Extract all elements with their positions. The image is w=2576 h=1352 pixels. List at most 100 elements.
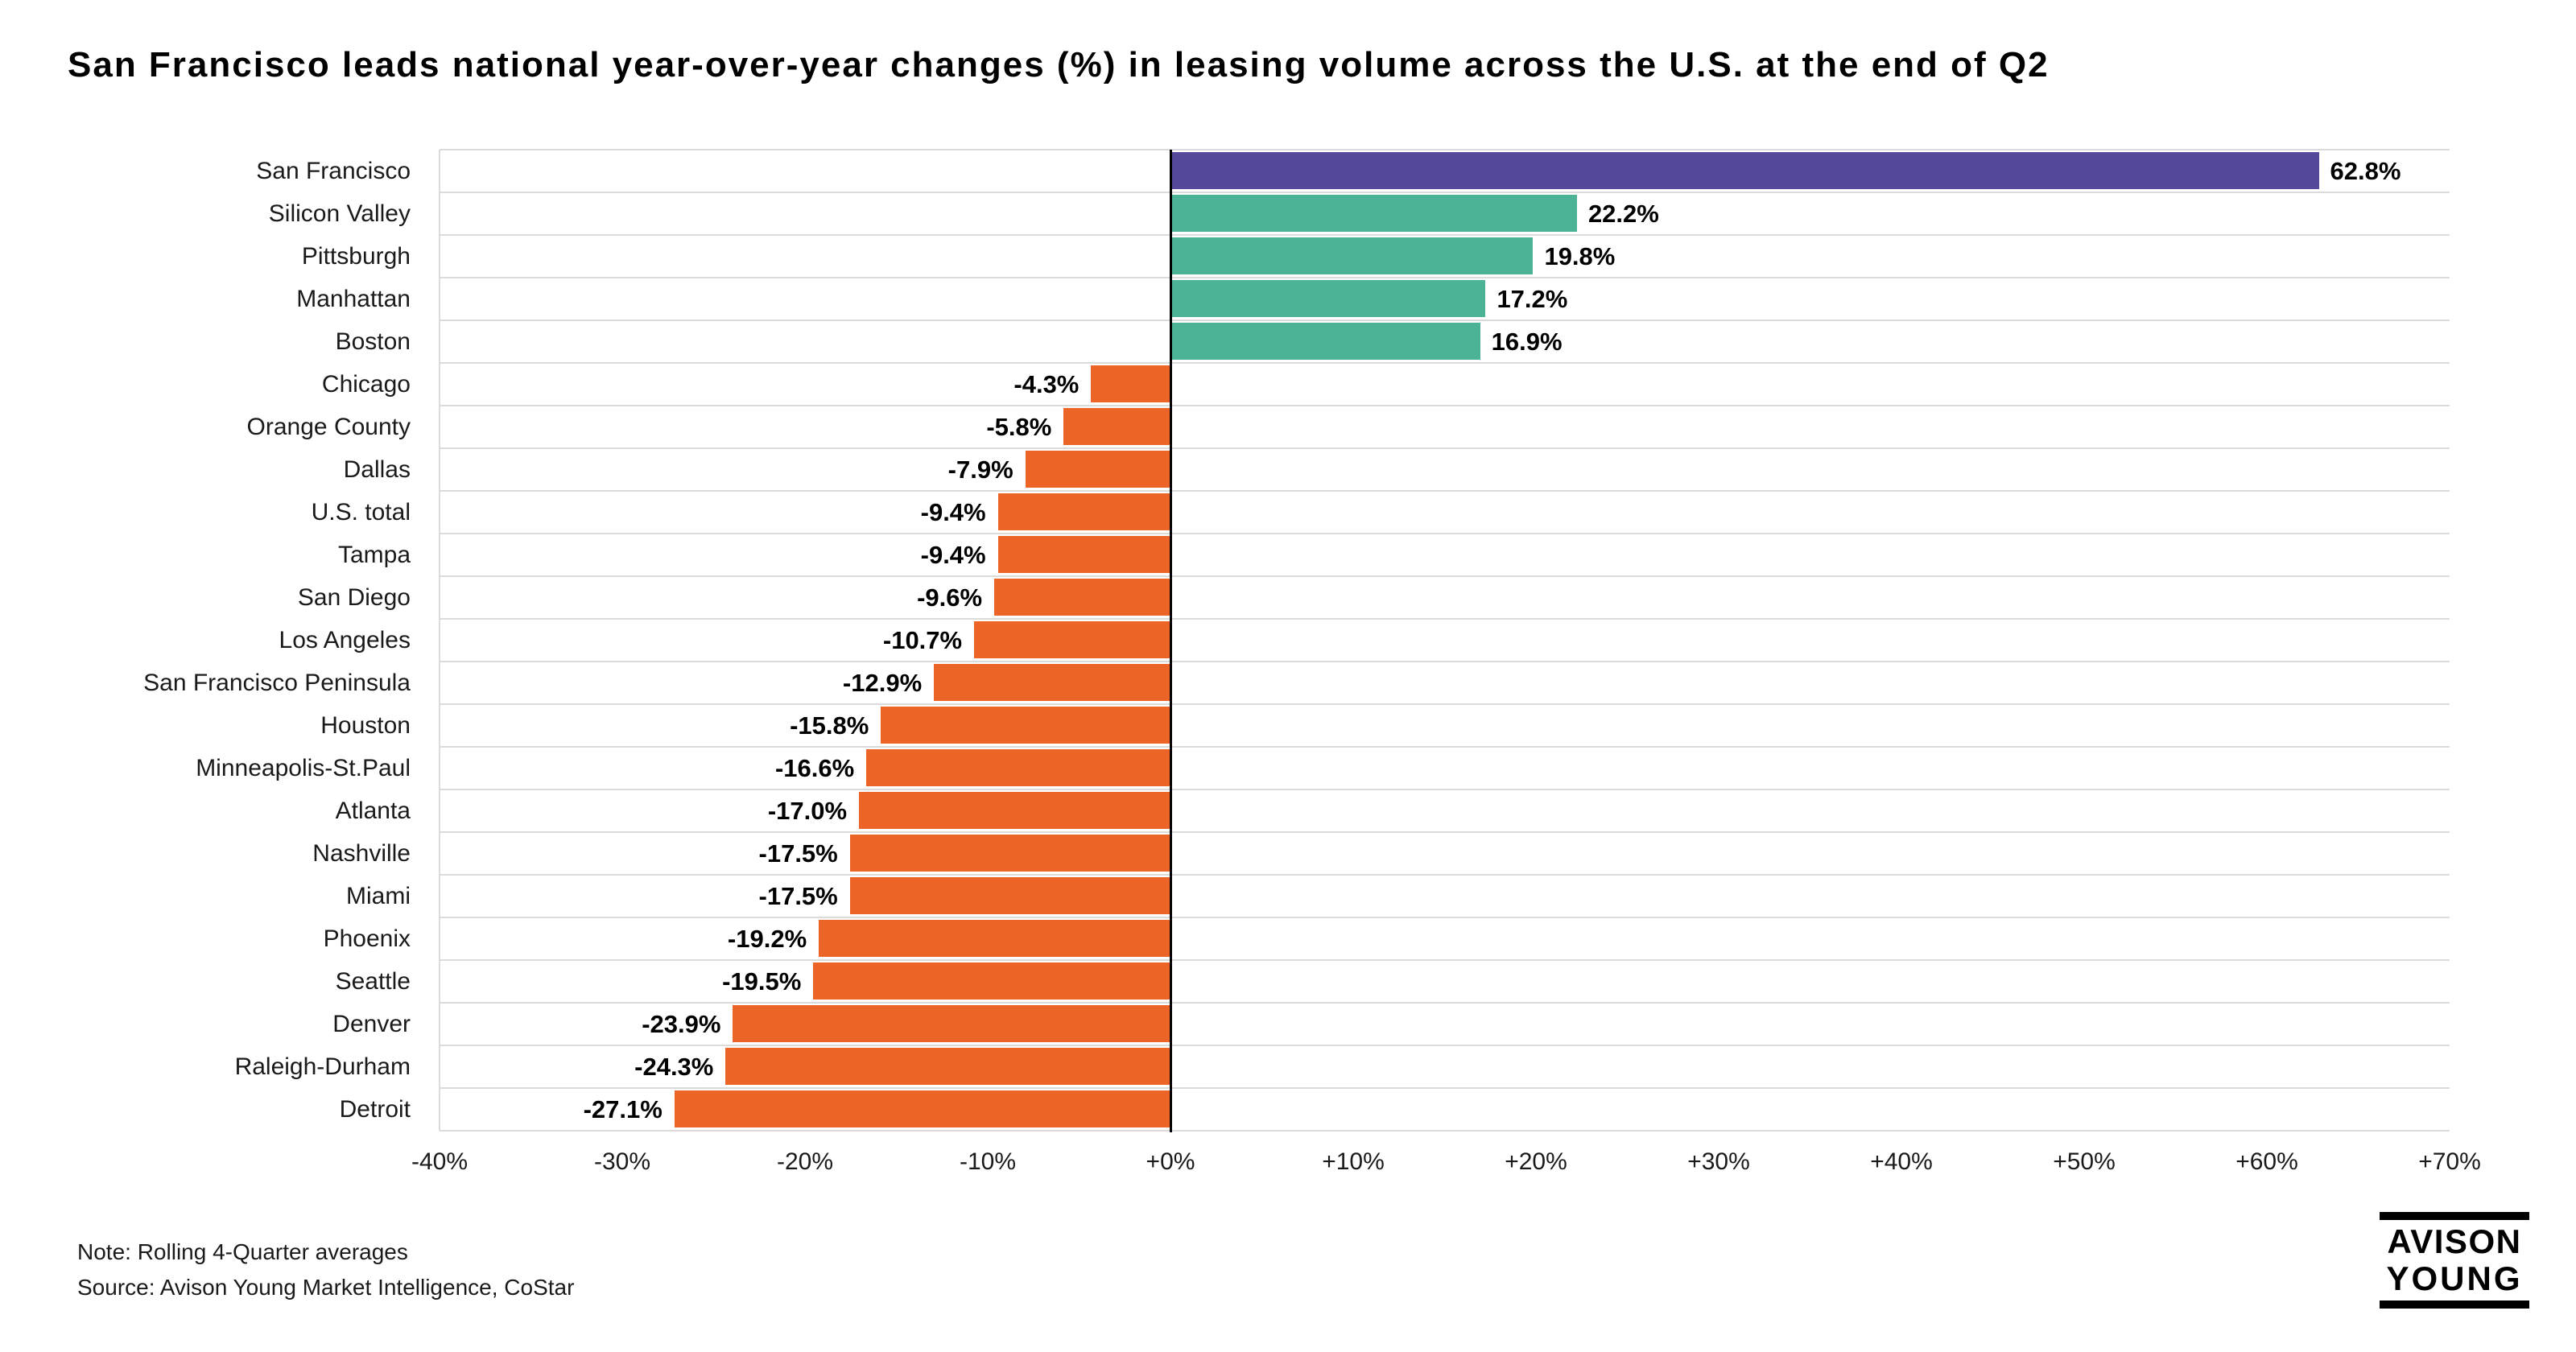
- bar: [997, 536, 1170, 573]
- logo-top-bar-icon: [2380, 1212, 2529, 1220]
- bar: [1171, 323, 1480, 360]
- x-axis-tick: -10%: [959, 1148, 1017, 1175]
- bar: [1091, 365, 1170, 402]
- x-axis-tick: +10%: [1322, 1148, 1385, 1175]
- row-separator: [440, 1045, 2450, 1046]
- category-label: Atlanta: [335, 798, 411, 824]
- logo-line1: AVISON: [2387, 1222, 2522, 1260]
- row-separator: [440, 1130, 2450, 1131]
- bar-value-label: -23.9%: [642, 1010, 721, 1038]
- category-label: Dallas: [343, 456, 411, 483]
- category-label: Manhattan: [296, 286, 411, 312]
- logo-bottom-bar-icon: [2380, 1300, 2529, 1309]
- chart-title: San Francisco leads national year-over-y…: [68, 45, 2050, 84]
- row-separator: [440, 234, 2450, 236]
- bar: [1171, 237, 1534, 274]
- bar-value-label: -17.5%: [758, 882, 838, 910]
- row-separator: [440, 917, 2450, 918]
- bar: [1171, 280, 1486, 317]
- bar-value-label: -5.8%: [986, 413, 1052, 441]
- category-label: Denver: [332, 1011, 411, 1037]
- bar: [819, 920, 1170, 957]
- footnote: Note: Rolling 4-Quarter averages Source:…: [77, 1235, 574, 1305]
- bar-value-label: 22.2%: [1587, 200, 1659, 228]
- bar-value-label: -17.5%: [758, 839, 838, 868]
- bar-value-label: -27.1%: [583, 1095, 663, 1123]
- bar-value-label: 17.2%: [1496, 285, 1568, 313]
- bar: [1171, 152, 2319, 189]
- category-label: Chicago: [321, 371, 411, 398]
- bar: [1171, 195, 1577, 232]
- logo-line2: YOUNG: [2386, 1259, 2523, 1297]
- x-axis-tick: +50%: [2053, 1148, 2116, 1175]
- bar-value-label: -10.7%: [882, 626, 963, 654]
- bar: [849, 877, 1170, 914]
- row-separator: [440, 874, 2450, 876]
- x-axis-tick: -30%: [593, 1148, 651, 1175]
- row-separator: [440, 703, 2450, 705]
- plot-left-border: [439, 150, 440, 1131]
- bar: [859, 792, 1170, 829]
- note-text: Note: Rolling 4-Quarter averages: [77, 1239, 408, 1264]
- category-label: Tampa: [337, 542, 411, 568]
- bar: [881, 707, 1170, 744]
- category-label: Raleigh-Durham: [234, 1053, 411, 1080]
- category-label: U.S. total: [311, 499, 411, 526]
- row-separator: [440, 362, 2450, 364]
- x-axis-tick: +0%: [1146, 1148, 1195, 1175]
- bar-value-label: 16.9%: [1491, 328, 1563, 356]
- bar-value-label: -9.6%: [917, 583, 983, 612]
- category-label: Orange County: [246, 414, 411, 440]
- row-separator: [440, 319, 2450, 321]
- row-separator: [440, 490, 2450, 492]
- bar: [1063, 408, 1170, 445]
- category-label: Pittsburgh: [301, 243, 411, 270]
- row-separator: [440, 447, 2450, 449]
- category-label: Houston: [320, 712, 411, 739]
- bar: [997, 493, 1170, 530]
- bar: [674, 1090, 1170, 1127]
- x-axis-tick: -40%: [411, 1148, 469, 1175]
- row-separator: [440, 575, 2450, 577]
- avison-young-logo: AVISON YOUNG: [2380, 1212, 2529, 1309]
- bar-value-label: -19.2%: [727, 925, 807, 953]
- bar-value-label: -17.0%: [767, 797, 848, 825]
- category-label: Silicon Valley: [268, 200, 411, 227]
- bar: [934, 664, 1170, 701]
- bar-value-label: 62.8%: [2330, 157, 2401, 185]
- row-separator: [440, 405, 2450, 406]
- row-separator: [440, 1002, 2450, 1004]
- row-separator: [440, 661, 2450, 662]
- bar-value-label: -9.4%: [920, 498, 986, 526]
- row-separator: [440, 746, 2450, 748]
- category-label: Miami: [346, 883, 411, 909]
- row-separator: [440, 192, 2450, 193]
- row-separator: [440, 1087, 2450, 1089]
- bar: [1025, 451, 1170, 488]
- bar: [866, 749, 1170, 786]
- row-separator: [440, 831, 2450, 833]
- x-axis-tick: +70%: [2418, 1148, 2481, 1175]
- category-label: San Diego: [297, 584, 411, 611]
- zero-line: [1170, 150, 1172, 1132]
- x-axis-tick: +30%: [1687, 1148, 1750, 1175]
- bar-value-label: -4.3%: [1013, 370, 1080, 398]
- category-label: Boston: [335, 328, 411, 355]
- bar-value-label: 19.8%: [1544, 242, 1616, 270]
- x-axis-tick: -20%: [776, 1148, 834, 1175]
- bar-value-label: -7.9%: [947, 455, 1013, 484]
- category-label: San Francisco: [256, 158, 411, 184]
- category-label: Minneapolis-St.Paul: [196, 755, 411, 781]
- row-separator: [440, 149, 2450, 150]
- category-label: Nashville: [312, 840, 411, 867]
- bar-value-label: -24.3%: [634, 1053, 714, 1081]
- category-label: Los Angeles: [279, 627, 411, 653]
- x-axis-tick: +40%: [1870, 1148, 1933, 1175]
- bar: [733, 1005, 1170, 1042]
- source-text: Source: Avison Young Market Intelligence…: [77, 1275, 575, 1300]
- bar-value-label: -12.9%: [842, 669, 923, 697]
- bar: [813, 962, 1170, 1000]
- x-axis-tick: +20%: [1505, 1148, 1567, 1175]
- bar-value-label: -16.6%: [774, 754, 855, 782]
